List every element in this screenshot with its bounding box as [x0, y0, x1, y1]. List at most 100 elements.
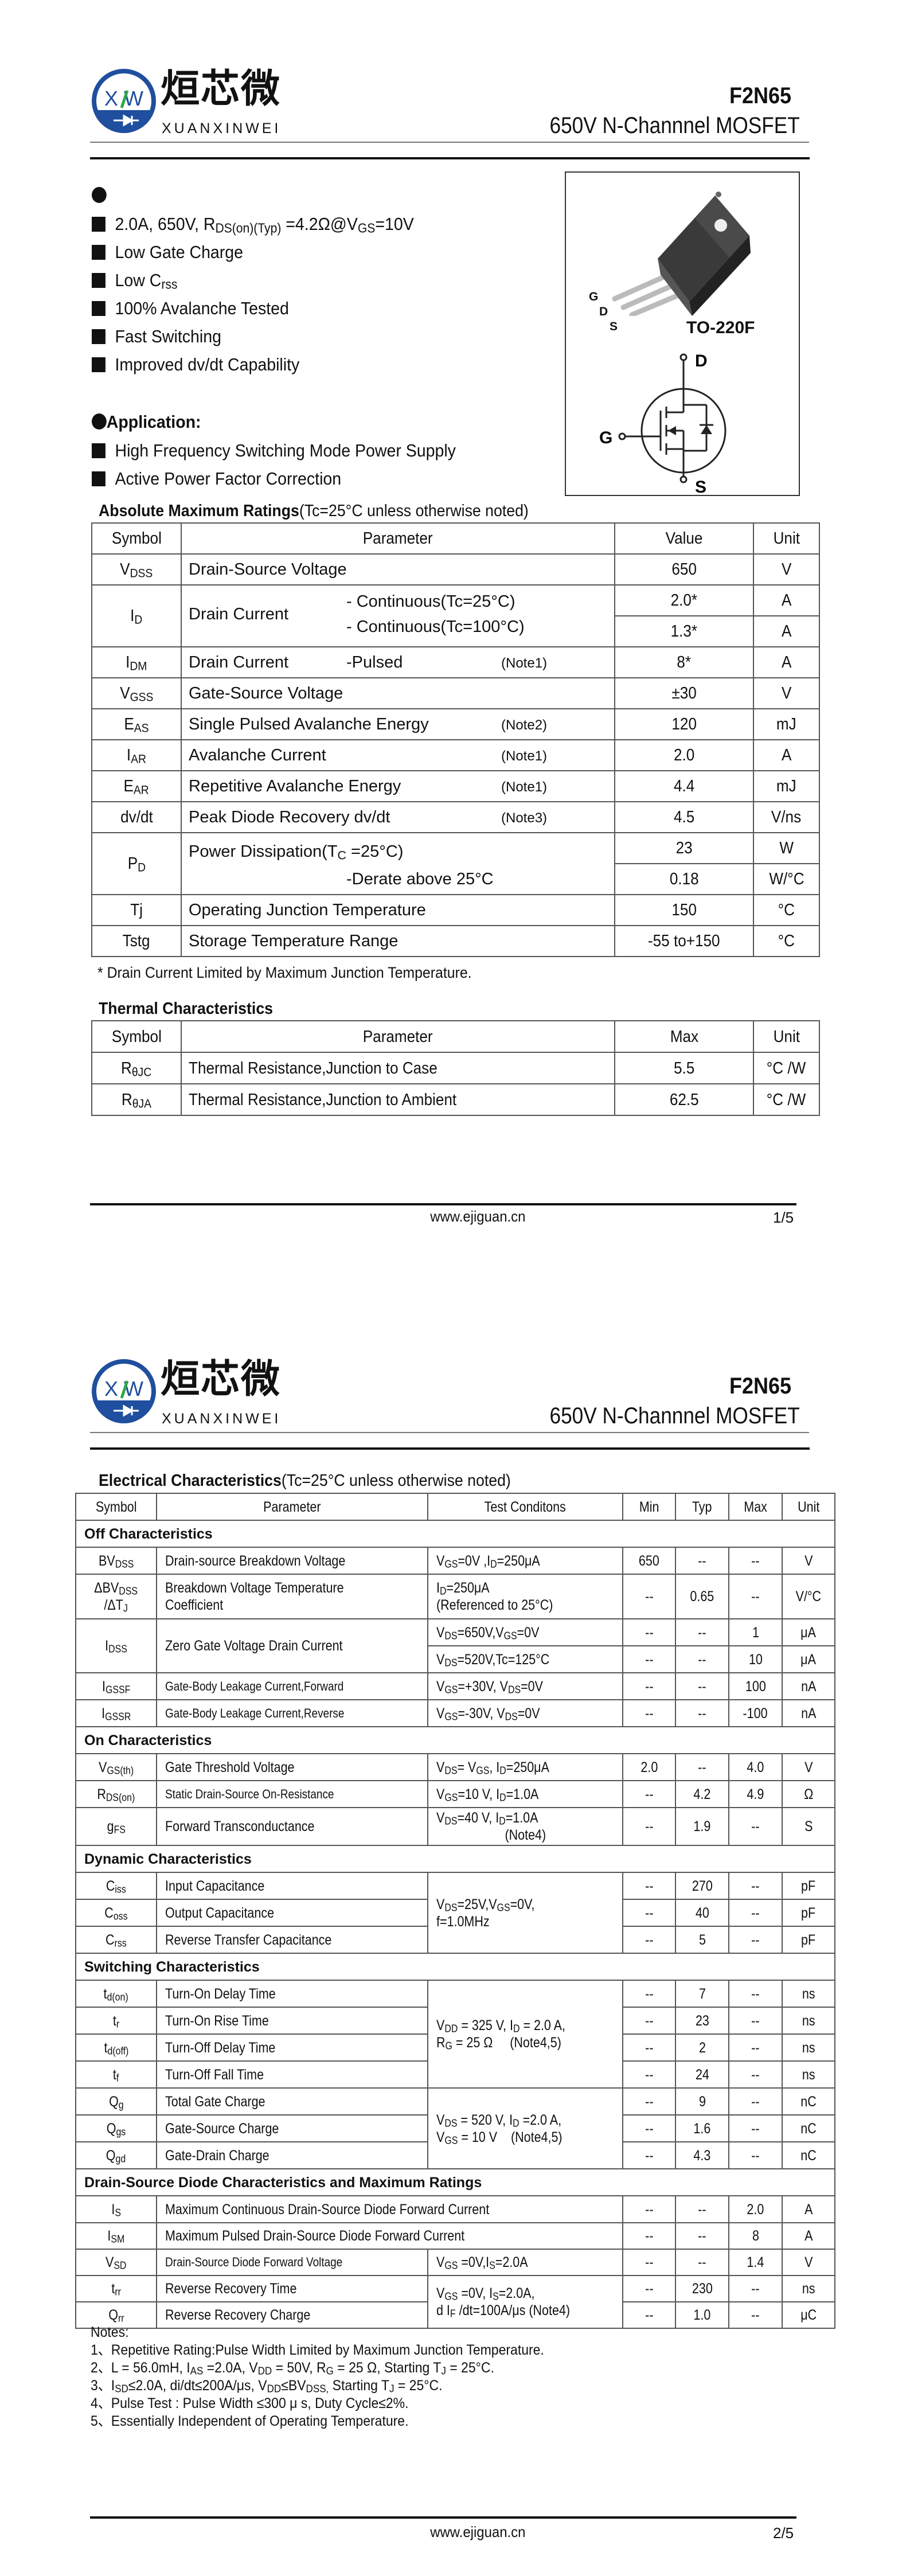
unit-cell: °C — [753, 925, 820, 957]
max-cell: -- — [728, 1899, 783, 1927]
unit-cell: A — [753, 646, 820, 678]
parameter-cell: Total Gate Charge — [156, 2087, 428, 2116]
max-cell-text: -- — [751, 2307, 760, 2323]
unit-cell-text: A — [781, 591, 792, 610]
parameter-cell: Storage Temperature Range — [181, 925, 615, 957]
test-condition-cell: ID=250μA (Referenced to 25°C) — [427, 1574, 623, 1619]
parameter-cell: Maximum Pulsed Drain-Source Diode Forwar… — [156, 2222, 623, 2250]
section-heading: On Characteristics — [75, 1726, 835, 1754]
parameter-name: Operating Junction Temperature — [189, 901, 426, 919]
parameter-name: Drain Current — [189, 653, 289, 672]
max-cell-text: -- — [751, 2147, 760, 2164]
typ-cell: -- — [675, 1699, 729, 1727]
symbol-cell: IGSSR — [75, 1699, 157, 1727]
min-cell-text: -- — [645, 1878, 654, 1894]
feature-text: Low Crss — [115, 270, 178, 292]
unit-cell-text: μA — [800, 1651, 817, 1668]
min-cell-text: -- — [645, 1588, 654, 1605]
typ-cell: -- — [675, 2195, 729, 2223]
parameter-cell-text: Forward Transconductance — [165, 1818, 315, 1835]
max-cell-text: 100 — [745, 1678, 766, 1695]
symbol-cell-text: Qrr — [108, 2307, 124, 2324]
symbol-cell: Coss — [75, 1899, 157, 1927]
parameter-cell: Drain-source Breakdown Voltage — [156, 1547, 428, 1575]
test-condition-cell: VDS=40 V, ID=1.0A (Note4) — [427, 1807, 623, 1846]
parameter-cell-text: Turn-Off Fall Time — [165, 2066, 264, 2083]
max-cell: 2.0 — [728, 2195, 783, 2223]
pin-label-s: S — [610, 320, 618, 333]
footer-url[interactable]: www.ejiguan.cn — [430, 2523, 526, 2540]
application-item: Active Power Factor Correction — [92, 468, 341, 490]
typ-cell: -- — [675, 1547, 729, 1575]
min-cell-text: -- — [645, 1904, 654, 1921]
unit-cell: V — [782, 2249, 835, 2276]
table-row: ID Drain Current - Continuous(Tc=25°C) - Co… — [91, 584, 820, 647]
value-cell: -55 to+150 — [614, 925, 754, 957]
abs-max-table: Symbol Parameter Value Unit VDSS Drain-Source… — [91, 522, 820, 957]
max-cell-text: -- — [751, 1552, 760, 1569]
unit-cell-text: °C /W — [767, 1090, 806, 1109]
value-cell-text: 150 — [671, 901, 697, 919]
symbol-cell-text: gFS — [107, 1818, 126, 1836]
parameter-name: Avalanche Current — [189, 746, 326, 764]
note-ref: (Note2) — [501, 717, 548, 733]
min-cell-text: -- — [645, 2254, 654, 2270]
typ-cell: -- — [675, 1618, 729, 1646]
parameter-condition: -Pulsed — [346, 653, 403, 672]
symbol-cell-text: td(on) — [103, 1985, 129, 2003]
typ-cell-text: -- — [698, 1678, 706, 1695]
parameter-content: Peak Diode Recovery dv/dt (Note3) — [189, 803, 614, 832]
unit-cell-text: S — [804, 1818, 813, 1835]
page1-footer-line — [90, 1203, 796, 1205]
logo-chinese-name: 烜芯微 — [161, 1357, 282, 1402]
unit-cell: V — [753, 677, 820, 709]
part-subtitle: 650V N-Channnel MOSFET — [549, 1403, 800, 1428]
column-header-text: Value — [665, 529, 703, 548]
footer-url[interactable]: www.ejiguan.cn — [430, 1208, 526, 1225]
symbol-cell: EAS — [91, 708, 182, 740]
max-cell: -- — [728, 2301, 783, 2329]
table-row: Qrr Reverse Recovery Charge -- 1.0 -- μC — [75, 2301, 835, 2329]
parameter-cell: Drain-Source Voltage — [181, 553, 615, 586]
typ-cell: 1.0 — [675, 2301, 729, 2329]
parameter-cell-text: Thermal Resistance,Junction to Case — [189, 1059, 438, 1078]
unit-cell: nA — [782, 1699, 835, 1727]
package-name: TO-220F — [686, 318, 755, 337]
parameter-cell: Gate-Body Leakage Current,Forward — [156, 1672, 428, 1700]
unit-cell-text: ns — [802, 2039, 815, 2056]
table-row: 0.18 W/°C — [92, 863, 820, 895]
value-cell: 4.4 — [614, 770, 754, 802]
symbol-cell: IAR — [91, 739, 182, 771]
unit-cell-text: A — [781, 622, 792, 641]
test-condition-cell-text: VDD = 325 V, ID = 2.0 A, RG = 25 Ω (Note4… — [436, 2017, 565, 2052]
parameter-cell: Gate Threshold Voltage — [156, 1753, 428, 1781]
symbol-cell-text: ID — [130, 607, 143, 627]
page1-header: X W 烜芯微 XUANXINWEI F2N65 650V N-Channnel… — [0, 57, 910, 172]
parameter-condition: -Derate above 25°C — [346, 870, 494, 888]
header-divider-thick — [90, 157, 810, 159]
parameter-cell-text: Total Gate Charge — [165, 2093, 265, 2110]
symbol-cell: Ciss — [75, 1872, 157, 1900]
page2-footer-line — [90, 2516, 796, 2519]
abs-max-footnote: * Drain Current Limited by Maximum Junct… — [97, 964, 472, 981]
symbol-cell: VDSS — [91, 553, 182, 586]
typ-cell-text: -- — [698, 1651, 706, 1668]
symbol-cell-text: ISM — [107, 2228, 125, 2245]
symbol-cell-text: VDSS — [120, 560, 153, 580]
feature-item: 100% Avalanche Tested — [92, 298, 289, 319]
column-header: Unit — [753, 1020, 820, 1053]
min-cell-text: -- — [645, 2307, 654, 2323]
column-header: Symbol — [91, 522, 182, 555]
note-ref: (Note1) — [501, 779, 548, 795]
symbol-cell: Tstg — [91, 925, 182, 957]
unit-cell: V/ns — [753, 801, 820, 833]
value-cell-text: 4.5 — [673, 808, 695, 826]
section-row: Drain-Source Diode Characteristics and M… — [75, 2168, 835, 2196]
min-cell: -- — [622, 1645, 676, 1673]
max-cell: -- — [728, 1807, 783, 1846]
value-cell-text: 650 — [671, 560, 697, 579]
parameter-cell: Thermal Resistance,Junction to Ambient — [181, 1083, 615, 1116]
parameter-name: Gate-Source Voltage — [189, 684, 343, 702]
parameter-cell: Repetitive Avalanche Energy (Note1) — [181, 770, 615, 802]
table-row: Coss Output Capacitance -- 40 -- pF — [75, 1899, 835, 1927]
